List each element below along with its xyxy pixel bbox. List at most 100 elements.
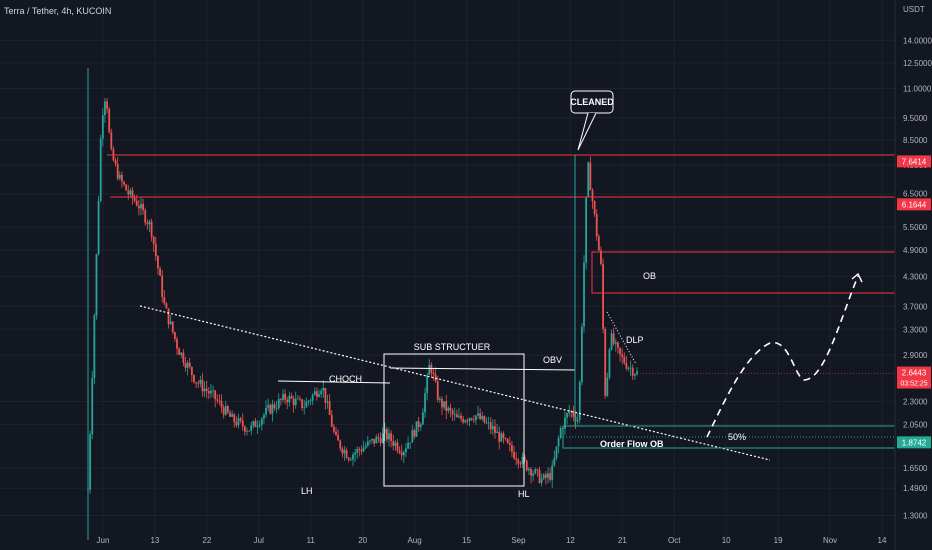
candle-body bbox=[140, 203, 142, 209]
candle-body bbox=[218, 400, 221, 402]
candle-body bbox=[511, 444, 513, 452]
candle-body bbox=[174, 332, 176, 339]
candle-body bbox=[379, 438, 382, 443]
candle-body bbox=[428, 364, 431, 375]
candle-body bbox=[402, 452, 405, 456]
candle-body bbox=[466, 420, 469, 422]
x-tick-label: 10 bbox=[722, 536, 731, 545]
candle-body bbox=[176, 338, 178, 349]
candle-body bbox=[163, 297, 166, 304]
x-tick-label: 11 bbox=[307, 536, 316, 545]
candle-body bbox=[89, 434, 92, 490]
candle-body bbox=[504, 438, 507, 440]
candle-body bbox=[436, 381, 439, 400]
candle-body bbox=[269, 404, 272, 414]
y-tick-label: 11.0000 bbox=[903, 85, 932, 94]
candle-body bbox=[564, 417, 566, 429]
candle-body bbox=[186, 362, 189, 368]
candle-body bbox=[549, 473, 551, 480]
candle-body bbox=[292, 398, 295, 406]
candle-body bbox=[451, 410, 454, 415]
candle-body bbox=[532, 473, 535, 476]
candle-body bbox=[574, 416, 577, 422]
candle-body bbox=[243, 426, 246, 432]
candle-body bbox=[212, 390, 214, 392]
candle-body bbox=[485, 422, 488, 424]
candle-body bbox=[424, 393, 426, 413]
candle-body bbox=[602, 263, 604, 329]
candle-body bbox=[553, 457, 556, 466]
candle-body bbox=[171, 321, 174, 333]
candle-body bbox=[600, 250, 602, 264]
y-tick-label: 2.0500 bbox=[903, 420, 928, 429]
candle-body bbox=[390, 433, 393, 441]
candle-body bbox=[500, 433, 503, 442]
candle-body bbox=[557, 437, 560, 447]
candle-body bbox=[491, 426, 494, 430]
order-flow-ob-label: Order Flow OB bbox=[600, 439, 664, 449]
candle-body bbox=[169, 321, 172, 325]
candle-body bbox=[580, 326, 583, 382]
candle-body bbox=[284, 393, 287, 400]
candle-body bbox=[405, 448, 407, 453]
y-tick-label: 1.4900 bbox=[903, 484, 928, 493]
candle-body bbox=[182, 352, 185, 363]
candle-body bbox=[320, 390, 323, 395]
x-axis: Jun 13 22 Jul 11 20 Aug 15 Sep 12 21 Oct 10 19 Nov 14 bbox=[97, 536, 887, 545]
candle-body bbox=[341, 448, 344, 454]
candle-body bbox=[555, 446, 558, 458]
candle-body bbox=[142, 203, 145, 211]
y-tick-label: 1.3000 bbox=[903, 511, 928, 520]
fifty-percent-label: 50% bbox=[728, 432, 746, 442]
candle-body bbox=[385, 429, 388, 440]
candle-body bbox=[460, 415, 462, 419]
candle-body bbox=[188, 362, 191, 367]
candle-body bbox=[135, 200, 138, 206]
candle-body bbox=[316, 391, 318, 397]
x-tick-label: 20 bbox=[358, 536, 367, 545]
candle-body bbox=[303, 407, 306, 409]
candle-body bbox=[241, 420, 244, 427]
candle-body bbox=[133, 197, 136, 201]
candle-body bbox=[258, 424, 261, 426]
candle-body bbox=[123, 181, 125, 185]
candle-body bbox=[180, 352, 183, 355]
candle-body bbox=[409, 442, 412, 444]
candle-body bbox=[305, 401, 308, 408]
candle-body bbox=[417, 421, 420, 427]
candle-body bbox=[570, 410, 573, 412]
candle-body bbox=[299, 398, 301, 400]
candle-body bbox=[547, 473, 549, 478]
candle-body bbox=[271, 404, 274, 414]
candle-body bbox=[621, 354, 624, 357]
candle-body bbox=[93, 315, 96, 378]
candle-body bbox=[566, 413, 568, 418]
candle-body bbox=[515, 458, 518, 460]
candle-body bbox=[479, 413, 482, 420]
candle-body bbox=[229, 412, 231, 417]
candle-body bbox=[502, 433, 505, 439]
y-tick-label: 3.3000 bbox=[903, 325, 928, 334]
candle-body bbox=[475, 415, 477, 421]
currency-label: USDT bbox=[903, 5, 925, 14]
candle-body bbox=[239, 418, 242, 421]
candle-body bbox=[523, 456, 526, 461]
candle-body bbox=[627, 367, 630, 369]
candle-body bbox=[121, 174, 123, 182]
candle-body bbox=[377, 436, 380, 439]
candle-body bbox=[458, 415, 460, 418]
candle-body bbox=[161, 275, 164, 298]
projected-path bbox=[706, 275, 859, 438]
candle-body bbox=[559, 428, 562, 438]
candle-body bbox=[114, 160, 117, 164]
y-tick-label: 1.6500 bbox=[903, 464, 928, 473]
candle-body bbox=[631, 367, 634, 376]
candle-body bbox=[453, 414, 456, 416]
y-tick-label: 8.5000 bbox=[903, 136, 928, 145]
candle-body bbox=[517, 459, 520, 464]
candle-body bbox=[477, 413, 479, 416]
candle-body bbox=[360, 450, 363, 452]
candle-body bbox=[146, 222, 149, 225]
